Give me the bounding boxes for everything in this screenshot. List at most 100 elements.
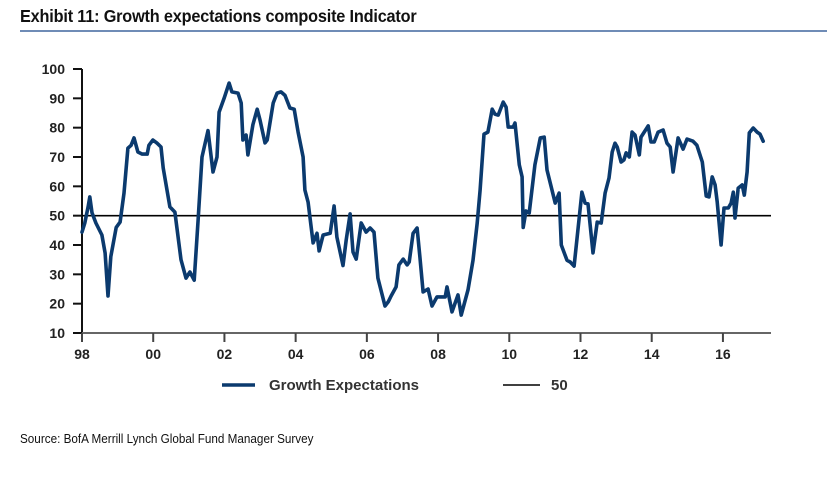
data-point [284,94,286,96]
y-tick-label: 80 [49,120,65,136]
y-tick-label: 100 [42,61,66,77]
data-point [377,277,379,279]
data-point [189,271,191,273]
data-point [212,171,214,173]
data-point [101,234,103,236]
data-point [387,301,389,303]
x-tick-label: 12 [573,346,589,362]
data-point [628,156,630,158]
data-point [349,213,351,215]
data-point [162,167,164,169]
chart-title: Exhibit 11: Growth expectations composit… [20,6,417,26]
data-point [457,294,459,296]
data-point [228,82,230,84]
data-point [512,126,514,128]
data-point [342,264,344,266]
data-point [730,202,732,204]
data-point [746,171,748,173]
data-point [104,252,106,254]
data-point [479,189,481,191]
data-point [525,210,527,212]
axes: 10 20 30 40 50 60 70 80 90 100 98 00 02 04 06 08 10 12 14… [42,61,771,362]
legend: Growth Expectations 50 [222,377,568,394]
data-point [467,289,469,291]
data-point [551,189,553,191]
data-point [207,129,209,131]
data-point [216,156,218,158]
x-tick-label: 06 [359,346,375,362]
data-point [714,184,716,186]
data-point [587,203,589,205]
data-point [483,133,485,135]
data-point [666,142,668,144]
data-point [505,106,507,108]
data-point [752,127,754,129]
y-tick-label: 50 [49,208,65,224]
legend-label-50: 50 [551,377,568,394]
data-point [705,195,707,197]
data-point [620,161,622,163]
data-point [554,202,556,204]
data-point [318,250,320,252]
data-point [720,244,722,246]
data-point [402,258,404,260]
x-tick-label: 00 [145,346,161,362]
data-point [256,108,258,110]
data-point [686,138,688,140]
data-point [160,146,162,148]
data-point [672,171,674,173]
y-tick-label: 40 [49,237,65,253]
source-note: Source: BofA Merrill Lynch Global Fund M… [20,431,314,446]
data-point [584,202,586,204]
data-point [614,142,616,144]
data-point [406,264,408,266]
data-point [110,256,112,258]
data-point [494,113,496,115]
x-tick-label: 08 [430,346,446,362]
data-point [669,146,671,148]
x-tick-label: 98 [74,346,90,362]
data-point [240,102,242,104]
data-point [180,259,182,261]
data-point [573,265,575,267]
data-point [360,222,362,224]
data-point [640,136,642,138]
data-point [355,258,357,260]
data-point [322,234,324,236]
data-point [743,194,745,196]
data-point [237,92,239,94]
data-point [169,206,171,208]
data-point [123,192,125,194]
data-point [592,252,594,254]
series-growth-expectations [80,81,766,317]
y-tick-label: 30 [49,266,65,282]
data-point [472,259,474,261]
data-point [185,277,187,279]
data-point [245,134,247,136]
x-tick-label: 02 [217,346,233,362]
data-point [395,286,397,288]
data-point [87,206,89,208]
data-point [539,137,541,139]
y-tick-label: 70 [49,149,65,165]
data-point [373,231,375,233]
data-point [316,232,318,234]
data-point [336,236,338,238]
data-point [514,122,516,124]
data-point [608,177,610,179]
data-point [293,108,295,110]
data-point [416,227,418,229]
data-point [146,153,148,155]
data-point [677,137,679,139]
data-point [734,217,736,219]
x-tick-label: 14 [644,346,660,362]
data-point [427,288,429,290]
data-point [569,261,571,263]
data-point [289,107,291,109]
data-point [604,192,606,194]
data-point [558,192,560,194]
data-point [623,159,625,161]
data-point [616,146,618,148]
data-point [581,191,583,193]
data-point [682,148,684,150]
